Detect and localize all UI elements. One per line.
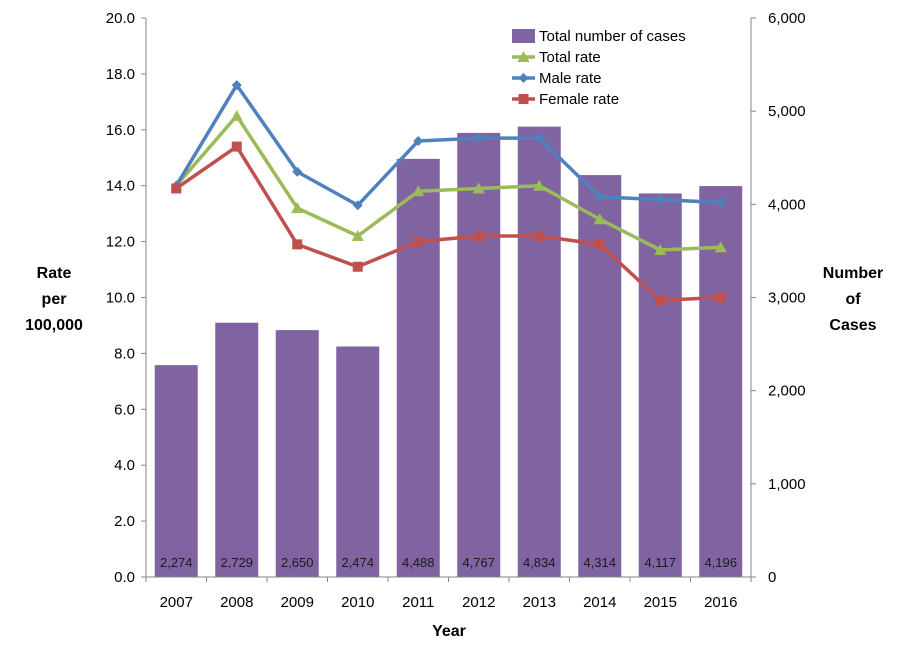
total-rate-point-2011 — [412, 185, 425, 197]
bar-label-2009: 2,650 — [281, 555, 314, 570]
legend-marker-male-rate — [518, 73, 529, 83]
legend-label-male-rate: Male rate — [539, 70, 602, 87]
male-rate-point-2008 — [231, 80, 242, 91]
bar-label-2011: 4,488 — [402, 555, 435, 570]
y-left-tick-label: 2.0 — [114, 513, 135, 530]
x-tick-label-2009: 2009 — [281, 594, 314, 611]
x-tick-label-2011: 2011 — [402, 594, 434, 611]
y-axis-left-title-line-2: per — [42, 291, 67, 308]
total-rate-point-2014 — [593, 213, 606, 225]
y-right-tick-label: 1,000 — [768, 476, 806, 493]
total-rate-line — [174, 114, 721, 252]
bar-2010 — [336, 346, 380, 577]
bar-label-2012: 4,767 — [462, 555, 495, 570]
female-rate-point-2015 — [655, 295, 666, 306]
bar-2009 — [275, 330, 319, 577]
bars-layer — [154, 126, 743, 578]
male-rate-point-2009 — [292, 166, 303, 177]
total-rate-point-2015 — [654, 243, 667, 255]
y-axis-right-title-line-2: of — [845, 291, 861, 308]
bar-label-2010: 2,474 — [341, 555, 374, 570]
male-rate-point-2012 — [473, 133, 484, 144]
x-tick-label-2015: 2015 — [644, 594, 677, 611]
bar-2012 — [457, 132, 501, 577]
x-tick-label-2010: 2010 — [341, 594, 374, 611]
y-left-tick-label: 10.0 — [106, 290, 135, 307]
male-rate-point-2011 — [413, 135, 424, 146]
y-right-tick-label: 6,000 — [768, 10, 806, 27]
female-rate-point-2011 — [413, 236, 424, 247]
legend-marker-female-rate — [518, 94, 529, 104]
total-rate-point-2012 — [472, 182, 485, 194]
male-rate-point-2013 — [534, 133, 545, 144]
male-rate-point-2014 — [594, 191, 605, 202]
x-tick-label-2014: 2014 — [583, 594, 616, 611]
legend-label-total-rate: Total rate — [539, 49, 601, 66]
male-rate-point-2015 — [655, 194, 666, 205]
y-left-tick-label: 4.0 — [114, 457, 135, 474]
y-left-tick-label: 20.0 — [106, 10, 135, 27]
female-rate-point-2008 — [231, 141, 242, 152]
y-left-tick-label: 18.0 — [106, 66, 135, 83]
female-rate-point-2014 — [594, 239, 605, 250]
total-rate-point-2013 — [533, 179, 546, 191]
y-right-tick-label: 2,000 — [768, 383, 806, 400]
bar-2011 — [396, 158, 440, 578]
male-rate-point-2010 — [352, 200, 363, 211]
x-tick-label-2013: 2013 — [523, 594, 556, 611]
x-tick-label-2007: 2007 — [160, 594, 193, 611]
female-rate-point-2010 — [352, 261, 363, 272]
bar-2008 — [215, 322, 259, 577]
legend: Total number of cases Total rate Male rate… — [512, 28, 686, 108]
bar-label-2013: 4,834 — [523, 555, 556, 570]
y-left-tick-label: 0.0 — [114, 569, 135, 586]
x-tick-label-2012: 2012 — [462, 594, 495, 611]
total-rate-point-2016 — [714, 241, 727, 253]
y-left-tick-label: 16.0 — [106, 122, 135, 139]
total-rate-point-2010 — [351, 230, 364, 242]
bar-label-2008: 2,729 — [220, 555, 253, 570]
y-axis-left-title-line-3: 100,000 — [25, 317, 83, 334]
legend-label-total-number-of-cases: Total number of cases — [539, 28, 686, 45]
legend-label-female-rate: Female rate — [539, 91, 619, 108]
female-rate-point-2007 — [171, 183, 182, 194]
y-left-tick-label: 8.0 — [114, 345, 135, 362]
x-tick-label-2016: 2016 — [704, 594, 737, 611]
axes-layer: 0.0 2.0 4.0 6.0 8.0 10.0 12.0 14.0 16.0 18.0 20.0 0… — [106, 10, 806, 611]
y-axis-right-title-line-1: Number — [823, 265, 883, 282]
bar-label-2007: 2,274 — [160, 555, 193, 570]
female-rate-point-2012 — [473, 231, 484, 242]
x-axis-title: Year — [432, 623, 466, 640]
bar-2007 — [154, 365, 198, 577]
bar-2015 — [638, 193, 682, 577]
x-tick-label-2008: 2008 — [220, 594, 253, 611]
lines-layer — [170, 80, 727, 306]
y-right-tick-label: 3,000 — [768, 290, 806, 307]
bar-2014 — [578, 175, 622, 578]
y-axis-right-title-line-3: Cases — [829, 317, 876, 334]
female-rate-point-2013 — [534, 231, 545, 242]
male-rate-point-2016 — [715, 197, 726, 208]
y-left-tick-label: 14.0 — [106, 178, 135, 195]
bar-2013 — [517, 126, 561, 578]
y-right-tick-label: 5,000 — [768, 103, 806, 120]
bar-label-2015: 4,117 — [644, 555, 676, 570]
y-right-tick-label: 0 — [768, 569, 776, 586]
y-left-tick-label: 12.0 — [106, 234, 135, 251]
y-axis-left-title-line-1: Rate — [37, 265, 72, 282]
y-left-tick-label: 6.0 — [114, 401, 135, 418]
total-rate-point-2008 — [230, 109, 243, 121]
labels-layer: 2,274 2,729 2,650 2,474 4,488 4,767 4,834 4,314… — [160, 555, 737, 570]
total-rate-point-2009 — [291, 202, 304, 214]
legend-swatch-total-number-of-cases — [512, 29, 535, 43]
bar-label-2014: 4,314 — [583, 555, 616, 570]
female-rate-point-2009 — [292, 239, 303, 250]
female-rate-line — [175, 144, 721, 303]
male-rate-line — [174, 83, 721, 208]
bar-label-2016: 4,196 — [704, 555, 737, 570]
female-rate-point-2016 — [715, 292, 726, 303]
y-right-tick-label: 4,000 — [768, 196, 806, 213]
legend-marker-total-rate — [517, 51, 530, 62]
